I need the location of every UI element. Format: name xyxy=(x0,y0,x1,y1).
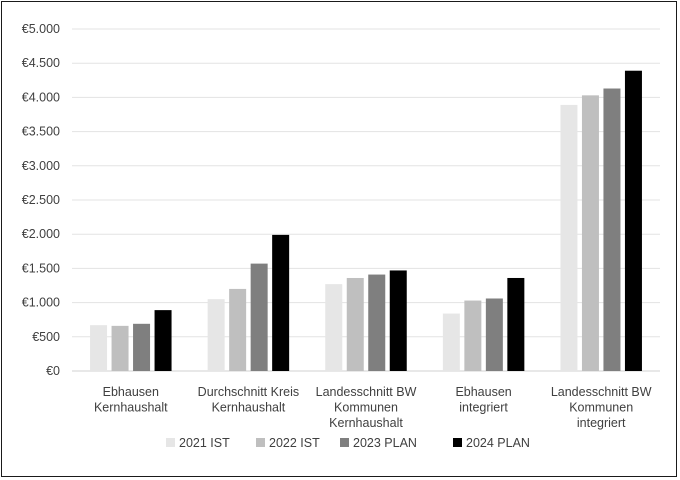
bars xyxy=(90,70,642,372)
legend-label: 2021 IST xyxy=(179,436,230,450)
legend-swatch xyxy=(166,438,175,447)
legend-swatch xyxy=(453,438,462,447)
y-tick-label: €4.500 xyxy=(22,56,60,70)
x-axis: Ebhausen Kernhaushalt Durchschnitt Kreis Ke… xyxy=(94,385,652,430)
bar xyxy=(624,70,642,371)
bar xyxy=(464,300,482,371)
bar xyxy=(560,104,578,371)
bar xyxy=(207,299,225,371)
x-category-label: Landesschnitt BW Kommunen integriert xyxy=(551,385,652,430)
y-tick-label: €2.000 xyxy=(22,227,60,241)
x-category-label: Durchschnitt Kreis Kernhaushalt xyxy=(198,385,299,415)
bar xyxy=(368,274,386,371)
y-axis: €0 €500 €1.000 €1.500 €2.000 €2.500 €3.000 €3.5… xyxy=(22,22,60,378)
y-tick-label: €4.000 xyxy=(22,90,60,104)
y-tick-label: €1.500 xyxy=(22,261,60,275)
y-tick-label: €2.500 xyxy=(22,193,60,207)
y-tick-label: €0 xyxy=(46,364,60,378)
legend: 2021 IST 2022 IST 2023 PLAN 2024 PLAN xyxy=(166,436,530,450)
bar xyxy=(229,288,247,371)
bar xyxy=(346,277,364,371)
bar xyxy=(442,313,460,371)
bar xyxy=(272,234,290,371)
bar xyxy=(325,284,343,371)
y-tick-label: €1.000 xyxy=(22,296,60,310)
bar xyxy=(111,325,129,371)
legend-swatch xyxy=(340,438,349,447)
bar xyxy=(389,270,407,371)
bar xyxy=(154,310,172,371)
y-tick-label: €500 xyxy=(32,330,60,344)
x-category-label: Ebhausen integriert xyxy=(455,385,511,415)
y-tick-label: €3.000 xyxy=(22,159,60,173)
bar xyxy=(485,298,503,371)
y-tick-label: €3.500 xyxy=(22,125,60,139)
bar xyxy=(90,325,108,371)
y-tick-label: €5.000 xyxy=(22,22,60,36)
legend-label: 2024 PLAN xyxy=(466,436,530,450)
bar xyxy=(581,95,599,372)
legend-label: 2022 IST xyxy=(269,436,320,450)
legend-swatch xyxy=(256,438,265,447)
bar xyxy=(603,88,621,372)
legend-label: 2023 PLAN xyxy=(353,436,417,450)
bar xyxy=(507,277,525,371)
x-category-label: Ebhausen Kernhaushalt xyxy=(94,385,168,415)
bar xyxy=(250,263,268,371)
bar xyxy=(133,323,151,371)
x-category-label: Landesschnitt BW Kommunen Kernhaushalt xyxy=(316,385,417,430)
